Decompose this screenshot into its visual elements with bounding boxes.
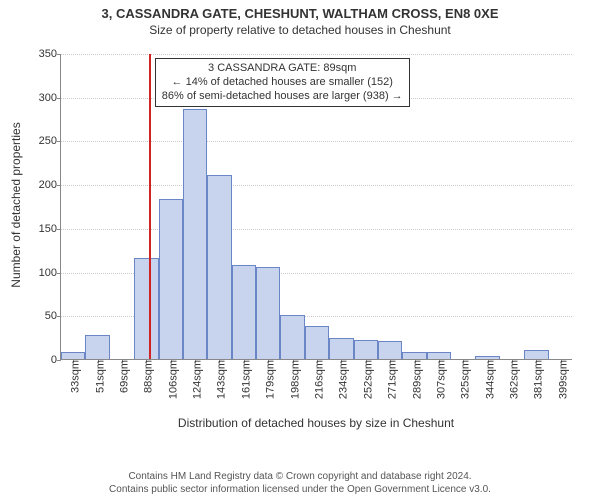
y-tick-label: 50 xyxy=(29,310,57,322)
x-tick-label: 106sqm xyxy=(167,360,174,399)
x-tick-label: 51sqm xyxy=(94,360,101,393)
x-tick-label: 289sqm xyxy=(411,360,418,399)
x-tick-label: 381sqm xyxy=(533,360,540,399)
y-tick xyxy=(57,185,61,186)
histogram-bar xyxy=(524,350,548,359)
y-tick-label: 150 xyxy=(29,223,57,235)
x-tick-label: 252sqm xyxy=(362,360,369,399)
histogram-bar xyxy=(134,258,158,359)
histogram-bar xyxy=(85,335,109,359)
gridline xyxy=(61,229,572,230)
gridline xyxy=(61,54,572,55)
annotation-box: 3 CASSANDRA GATE: 89sqm← 14% of detached… xyxy=(155,58,410,107)
x-tick-label: 325sqm xyxy=(460,360,467,399)
annotation-line: 86% of semi-detached houses are larger (… xyxy=(162,90,403,104)
gridline xyxy=(61,185,572,186)
y-tick xyxy=(57,360,61,361)
y-tick xyxy=(57,229,61,230)
x-tick-label: 33sqm xyxy=(70,360,77,393)
x-tick-label: 161sqm xyxy=(240,360,247,399)
y-tick-label: 200 xyxy=(29,179,57,191)
histogram-bar xyxy=(159,199,183,359)
x-tick-label: 362sqm xyxy=(509,360,516,399)
x-tick-label: 344sqm xyxy=(484,360,491,399)
histogram-bar xyxy=(402,352,426,359)
plot-area: 05010015020025030035033sqm51sqm69sqm88sq… xyxy=(60,54,572,360)
footer-line: Contains public sector information licen… xyxy=(0,484,600,497)
x-axis-label: Distribution of detached houses by size … xyxy=(60,416,572,430)
histogram-bar xyxy=(354,340,378,359)
chart-subtitle: Size of property relative to detached ho… xyxy=(0,21,600,37)
histogram-bar xyxy=(378,341,402,359)
histogram-bar xyxy=(305,326,329,359)
y-tick xyxy=(57,316,61,317)
y-tick-label: 350 xyxy=(29,48,57,60)
histogram-bar xyxy=(329,338,353,359)
chart-title: 3, CASSANDRA GATE, CHESHUNT, WALTHAM CRO… xyxy=(0,0,600,21)
x-tick-label: 143sqm xyxy=(216,360,223,399)
y-tick xyxy=(57,54,61,55)
histogram-bar xyxy=(256,267,280,359)
histogram-chart: 0 50 100 150 200 250 300 350 33sqm 51sqm 69sqm 88sq… xyxy=(0,44,600,442)
y-axis-label: Number of detached properties xyxy=(9,52,23,358)
x-tick-label: 399sqm xyxy=(557,360,564,399)
x-tick-label: 216sqm xyxy=(314,360,321,399)
x-tick-label: 307sqm xyxy=(435,360,442,399)
y-tick-label: 0 xyxy=(29,354,57,366)
histogram-bar xyxy=(427,352,451,359)
histogram-bar xyxy=(61,352,85,359)
footer-line: Contains HM Land Registry data © Crown c… xyxy=(0,471,600,484)
y-tick-label: 300 xyxy=(29,92,57,104)
y-tick xyxy=(57,141,61,142)
histogram-bar xyxy=(207,175,231,359)
attribution-footer: Contains HM Land Registry data © Crown c… xyxy=(0,471,600,496)
x-tick-label: 234sqm xyxy=(338,360,345,399)
reference-line xyxy=(149,54,151,359)
annotation-line: 3 CASSANDRA GATE: 89sqm xyxy=(162,62,403,76)
x-tick-label: 198sqm xyxy=(289,360,296,399)
x-tick-label: 69sqm xyxy=(118,360,125,393)
histogram-bar xyxy=(280,315,304,359)
annotation-line: ← 14% of detached houses are smaller (15… xyxy=(162,76,403,90)
x-tick-label: 271sqm xyxy=(387,360,394,399)
y-tick xyxy=(57,273,61,274)
gridline xyxy=(61,141,572,142)
histogram-bar xyxy=(232,265,256,359)
y-tick-label: 250 xyxy=(29,135,57,147)
x-tick-label: 124sqm xyxy=(192,360,199,399)
y-tick-label: 100 xyxy=(29,267,57,279)
x-tick-label: 179sqm xyxy=(265,360,272,399)
y-tick xyxy=(57,98,61,99)
x-tick-label: 88sqm xyxy=(143,360,150,393)
histogram-bar xyxy=(183,109,207,359)
